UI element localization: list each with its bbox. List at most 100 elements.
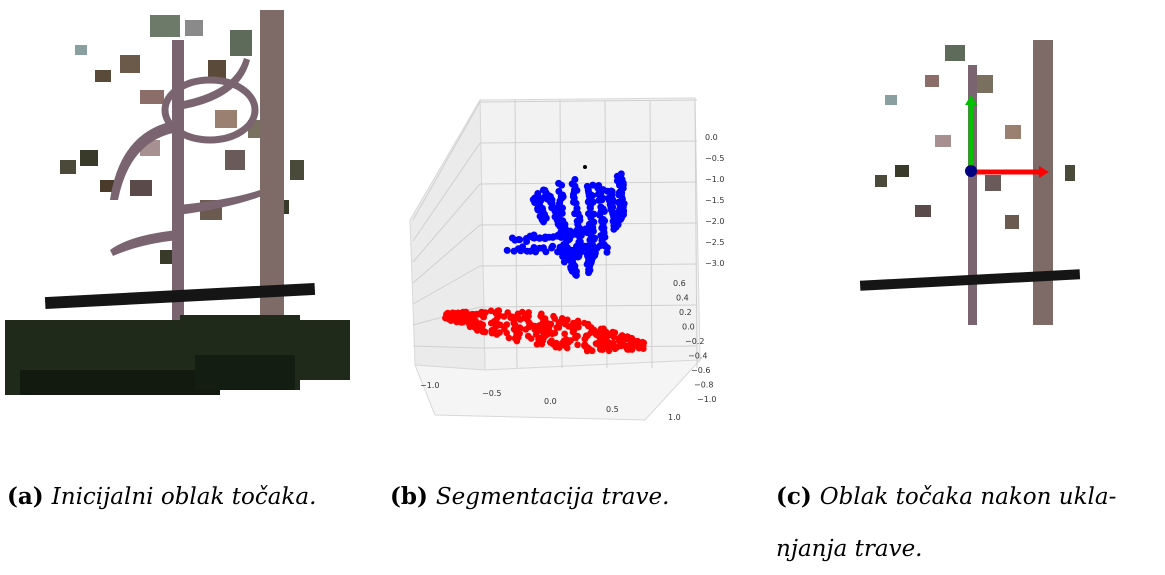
red-point xyxy=(533,341,541,348)
gridline xyxy=(479,99,698,103)
red-point xyxy=(482,309,489,316)
red-point xyxy=(606,340,614,347)
caption-b-label: (b) xyxy=(390,483,428,510)
caption-a-text: Inicijalni oblak točaka. xyxy=(51,484,317,510)
3d-axes-box xyxy=(409,97,702,421)
gridline xyxy=(694,99,698,369)
red-point xyxy=(493,319,500,326)
red-point xyxy=(559,317,566,324)
blue-point xyxy=(542,248,550,256)
red-point xyxy=(640,345,647,352)
red-point xyxy=(550,312,557,320)
blue-point xyxy=(547,198,555,206)
x-tick-label: 1.0 xyxy=(668,413,681,422)
red-point xyxy=(574,341,581,349)
red-point xyxy=(547,320,555,328)
gridline xyxy=(479,181,698,185)
red-point xyxy=(537,312,544,320)
red-point xyxy=(478,324,485,331)
blue-point xyxy=(560,227,568,235)
red-point xyxy=(510,319,517,327)
blue-point xyxy=(573,204,581,212)
red-point xyxy=(513,337,521,345)
blue-point xyxy=(572,269,580,277)
tree-trunk xyxy=(968,65,977,325)
red-point xyxy=(514,324,522,332)
z-tick-label: −1.0 xyxy=(705,175,724,184)
y-tick-label: −1.0 xyxy=(697,395,716,404)
caption-a: (a) Inicijalni oblak točaka. xyxy=(7,471,316,523)
red-point xyxy=(628,346,636,353)
red-point xyxy=(553,324,560,331)
red-point xyxy=(551,329,559,337)
grass xyxy=(5,315,350,395)
red-point xyxy=(595,341,603,348)
red-point xyxy=(592,331,600,338)
red-point xyxy=(442,314,449,322)
red-point xyxy=(444,309,452,317)
red-point xyxy=(598,330,605,337)
red-point xyxy=(584,322,592,330)
red-point xyxy=(633,341,641,349)
z-tick-labels: 0.0 −0.5 −1.0 −1.5 −2.0 −2.5 −3.0 xyxy=(705,133,724,268)
blue-point xyxy=(595,196,603,204)
initial-point-cloud xyxy=(5,10,350,395)
blue-point xyxy=(558,181,566,189)
red-point xyxy=(548,337,555,344)
blue-point xyxy=(562,233,570,241)
blue-point xyxy=(536,234,544,242)
caption-a-label: (a) xyxy=(7,483,44,510)
red-point xyxy=(624,346,631,353)
red-point xyxy=(493,331,501,338)
red-point xyxy=(503,321,511,328)
single-black-point xyxy=(583,165,587,169)
blue-point xyxy=(540,218,547,226)
gridline xyxy=(412,265,481,305)
red-point xyxy=(488,327,495,334)
red-series-points xyxy=(442,307,648,355)
coordinate-frame xyxy=(965,95,1049,178)
caption-c-label: (c) xyxy=(776,483,812,510)
red-point xyxy=(524,310,531,318)
blue-point xyxy=(530,244,538,251)
blue-series-points xyxy=(503,170,628,279)
segmentation-chart: 0.0 −0.5 −1.0 −1.5 −2.0 −2.5 −3.0 0.6 0.4 0.2 0.0… xyxy=(409,97,724,422)
gridline xyxy=(649,99,653,369)
cleaned-point-cloud xyxy=(859,40,1081,325)
y-tick-label: −0.8 xyxy=(694,381,713,390)
red-point xyxy=(466,320,473,328)
red-point xyxy=(531,326,538,333)
blue-point xyxy=(586,203,594,211)
red-point xyxy=(569,328,577,336)
gridline xyxy=(412,224,481,284)
blue-point xyxy=(516,236,524,244)
z-tick-label: −2.5 xyxy=(705,238,724,247)
blue-point xyxy=(554,231,562,239)
blue-point xyxy=(530,231,538,239)
red-point xyxy=(505,334,513,342)
red-point xyxy=(564,316,571,324)
blue-point xyxy=(601,242,609,250)
blue-point xyxy=(560,258,568,266)
red-point xyxy=(459,309,467,317)
red-point xyxy=(581,335,589,343)
y-tick-label: 0.6 xyxy=(673,279,686,288)
blue-point xyxy=(603,248,611,256)
blue-point xyxy=(548,244,556,252)
red-point xyxy=(561,330,568,338)
z-tick-label: −1.5 xyxy=(705,196,724,205)
red-point xyxy=(609,328,617,336)
caption-c: (c) Oblak točaka nakon ukla- njanja trave… xyxy=(776,471,1116,575)
blue-point xyxy=(540,212,548,220)
blue-point xyxy=(571,230,579,238)
red-point xyxy=(568,323,575,330)
origin-marker xyxy=(965,165,977,177)
y-tick-labels: 0.6 0.4 0.2 0.0 −0.2 −0.4 −0.6 −0.8 −1.0 xyxy=(673,279,716,404)
y-tick-label: 0.2 xyxy=(679,308,692,317)
x-tick-label: −1.0 xyxy=(420,381,439,390)
blue-point xyxy=(556,222,564,230)
blue-point xyxy=(503,246,511,254)
wire xyxy=(859,269,1081,291)
z-tick-label: −3.0 xyxy=(705,259,724,268)
blue-point xyxy=(617,216,624,223)
